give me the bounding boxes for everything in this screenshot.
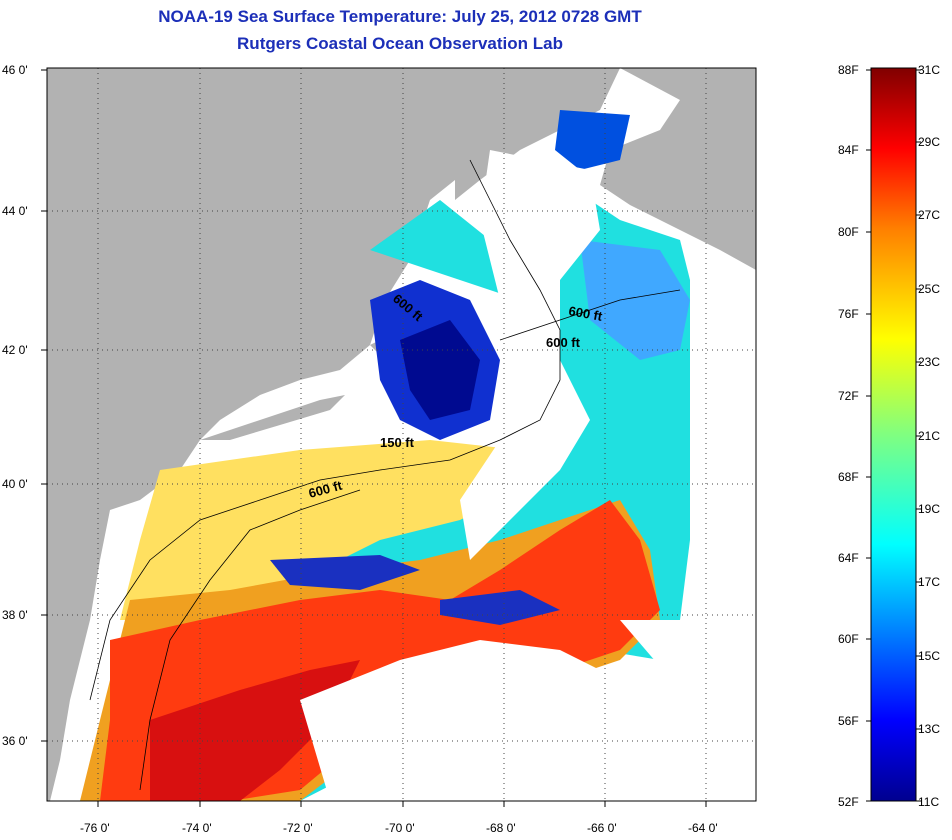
lat-lon-grid [47, 68, 756, 801]
nova-scotia [600, 68, 756, 270]
colorbar-f-label: 76F [838, 307, 859, 321]
colorbar-c-label: 21C [918, 429, 940, 443]
bathymetry-contours [89, 159, 681, 791]
colorbar-c-label: 23C [918, 355, 940, 369]
lat-tick-label: 44 0' [2, 204, 28, 218]
colorbar-c-label: 13C [918, 722, 940, 736]
colorbar-f-label: 52F [838, 795, 859, 809]
us-mainland [47, 68, 460, 801]
colorbar-c-label: 19C [918, 502, 940, 516]
contour-label: 600 ft [546, 335, 581, 350]
colorbar-f-label: 60F [838, 632, 859, 646]
contour-label: 150 ft [380, 435, 415, 450]
map-subtitle: Rutgers Coastal Ocean Observation Lab [237, 34, 563, 53]
map-panel: 600 ft 600 ft 600 ft 150 ft 600 ft [47, 68, 756, 801]
colorbar-f-label: 84F [838, 143, 859, 157]
contour-label: 600 ft [567, 303, 604, 324]
colorbar-f-label: 72F [838, 389, 859, 403]
lat-tick-label: 46 0' [2, 63, 28, 77]
colorbar-c-label: 31C [918, 63, 940, 77]
colorbar-f-label: 64F [838, 551, 859, 565]
lon-tick-label: -70 0' [385, 821, 415, 835]
colorbar-c-label: 27C [918, 208, 940, 222]
colorbar-f-label: 80F [838, 225, 859, 239]
colorbar [870, 67, 917, 802]
colorbar-c-label: 25C [918, 282, 940, 296]
colorbar-c-label: 29C [918, 135, 940, 149]
lat-tick-label: 42 0' [2, 343, 28, 357]
lat-tick-label: 36 0' [2, 734, 28, 748]
lat-tick-label: 40 0' [2, 477, 28, 491]
lon-tick-label: -64 0' [688, 821, 718, 835]
colorbar-f-label: 68F [838, 470, 859, 484]
axis-ticks [41, 69, 707, 807]
lon-tick-label: -76 0' [80, 821, 110, 835]
lon-tick-label: -68 0' [486, 821, 516, 835]
colorbar-c-label: 11C [918, 795, 939, 809]
colorbar-f-label: 56F [838, 714, 859, 728]
colorbar-ticks [866, 69, 921, 802]
map-frame [46, 67, 757, 802]
long-island [200, 395, 345, 440]
colorbar-f-label: 88F [838, 63, 859, 77]
lat-tick-label: 38 0' [2, 608, 28, 622]
colorbar-c-label: 17C [918, 575, 940, 589]
lon-tick-label: -72 0' [283, 821, 313, 835]
colorbar-c-label: 15C [918, 649, 940, 663]
map-title: NOAA-19 Sea Surface Temperature: July 25… [158, 7, 642, 26]
lon-tick-label: -74 0' [182, 821, 212, 835]
lon-tick-label: -66 0' [587, 821, 617, 835]
